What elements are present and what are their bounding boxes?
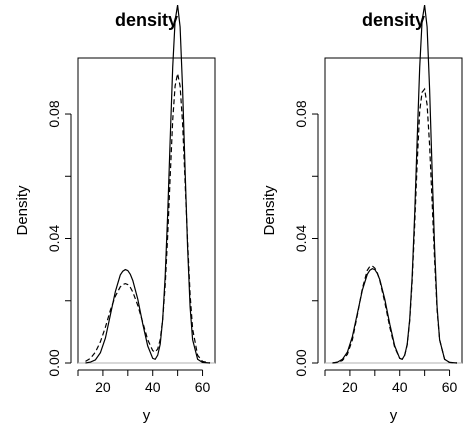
dashed-density-line (85, 73, 211, 364)
x-tick-label: 40 (145, 379, 161, 395)
y-tick-label: 0.08 (46, 100, 62, 127)
chart-title: density (362, 10, 425, 30)
y-tick-label: 0.04 (46, 225, 62, 252)
chart-title: density (115, 10, 178, 30)
x-tick-label: 40 (392, 379, 408, 395)
density-panel-2: density 20 40 60 y 0.00 0.04 0.08 Density (261, 5, 463, 424)
y-tick-label: 0.00 (293, 349, 309, 376)
x-tick-label: 20 (342, 379, 358, 395)
y-tick-label: 0.00 (46, 349, 62, 376)
solid-density-line (332, 5, 458, 364)
y-tick-label: 0.08 (293, 100, 309, 127)
y-axis-label: Density (261, 185, 278, 236)
density-panel-1: density 20 40 60 y 0.00 0.04 0.08 Density (14, 5, 216, 424)
plot-frame (77, 57, 216, 364)
y-tick-label: 0.04 (293, 225, 309, 252)
x-axis-label: y (390, 407, 398, 424)
dashed-density-line (332, 87, 458, 364)
x-tick-label: 20 (95, 379, 111, 395)
y-axis-label: Density (14, 185, 31, 236)
x-tick-label: 60 (442, 379, 458, 395)
x-axis-label: y (143, 407, 151, 424)
x-tick-label: 60 (195, 379, 211, 395)
plot-frame (324, 57, 463, 364)
